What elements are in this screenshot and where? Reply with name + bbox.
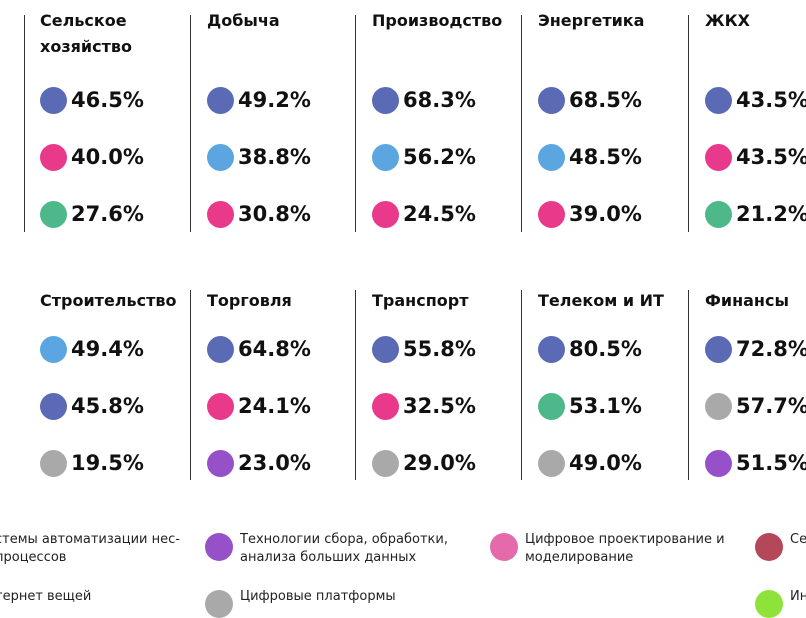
- sector-title: Энергетика: [538, 11, 645, 30]
- legend-label: Се би: [790, 532, 806, 547]
- column-separator: [355, 15, 356, 232]
- legend-label: стемы автоматизации нес-процессов: [0, 532, 180, 565]
- percent-value: 53.1%: [569, 394, 642, 418]
- sector-title: Транспорт: [372, 291, 469, 310]
- color-dot: [40, 87, 67, 114]
- sector-title: Сельское хозяйство: [40, 11, 132, 56]
- column-separator: [521, 290, 522, 480]
- legend-label: тернет вещей: [0, 589, 92, 604]
- percent-value: 49.2%: [238, 88, 311, 112]
- percent-value: 64.8%: [238, 337, 311, 361]
- sector-title: Производство: [372, 11, 503, 30]
- color-dot: [372, 87, 399, 114]
- color-dot: [207, 336, 234, 363]
- legend-label: Технологии сбора, обработки, анализа бол…: [240, 532, 448, 565]
- color-dot: [40, 450, 67, 477]
- column-separator: [688, 290, 689, 480]
- color-dot: [705, 450, 732, 477]
- percent-value: 38.8%: [238, 145, 311, 169]
- color-dot: [40, 144, 67, 171]
- legend-dot: [755, 533, 783, 561]
- column-separator: [521, 15, 522, 232]
- percent-value: 30.8%: [238, 202, 311, 226]
- color-dot: [538, 393, 565, 420]
- color-dot: [538, 450, 565, 477]
- percent-value: 24.5%: [403, 202, 476, 226]
- percent-value: 21.2%: [736, 202, 806, 226]
- percent-value: 56.2%: [403, 145, 476, 169]
- color-dot: [705, 201, 732, 228]
- color-dot: [207, 450, 234, 477]
- percent-value: 68.3%: [403, 88, 476, 112]
- color-dot: [372, 336, 399, 363]
- color-dot: [207, 201, 234, 228]
- legend-dot: [755, 590, 783, 618]
- color-dot: [207, 393, 234, 420]
- color-dot: [538, 201, 565, 228]
- legend-dot: [205, 590, 233, 618]
- sector-title: Добыча: [207, 11, 280, 30]
- sector-title: Торговля: [207, 291, 292, 310]
- color-dot: [705, 336, 732, 363]
- percent-value: 43.5%: [736, 145, 806, 169]
- sector-title: Телеком и ИТ: [538, 291, 664, 310]
- percent-value: 68.5%: [569, 88, 642, 112]
- color-dot: [705, 393, 732, 420]
- color-dot: [40, 201, 67, 228]
- color-dot: [207, 87, 234, 114]
- column-separator: [688, 15, 689, 232]
- column-separator: [24, 15, 25, 232]
- color-dot: [538, 87, 565, 114]
- color-dot: [538, 144, 565, 171]
- percent-value: 49.4%: [71, 337, 144, 361]
- percent-value: 24.1%: [238, 394, 311, 418]
- percent-value: 43.5%: [736, 88, 806, 112]
- color-dot: [705, 87, 732, 114]
- color-dot: [372, 144, 399, 171]
- percent-value: 23.0%: [238, 451, 311, 475]
- legend-dot: [490, 533, 518, 561]
- color-dot: [207, 144, 234, 171]
- legend-dot: [205, 533, 233, 561]
- percent-value: 55.8%: [403, 337, 476, 361]
- percent-value: 80.5%: [569, 337, 642, 361]
- percent-value: 45.8%: [71, 394, 144, 418]
- color-dot: [705, 144, 732, 171]
- percent-value: 39.0%: [569, 202, 642, 226]
- sector-title: Строительство: [40, 291, 177, 310]
- percent-value: 40.0%: [71, 145, 144, 169]
- legend-label: Цифровое проектирование и моделирование: [525, 532, 725, 565]
- column-separator: [190, 15, 191, 232]
- percent-value: 32.5%: [403, 394, 476, 418]
- column-separator: [355, 290, 356, 480]
- column-separator: [190, 290, 191, 480]
- legend-label: Цифровые платформы: [240, 589, 396, 604]
- sector-title: ЖКХ: [705, 11, 750, 30]
- color-dot: [40, 336, 67, 363]
- percent-value: 19.5%: [71, 451, 144, 475]
- color-dot: [538, 336, 565, 363]
- percent-value: 72.8%: [736, 337, 806, 361]
- percent-value: 48.5%: [569, 145, 642, 169]
- color-dot: [372, 393, 399, 420]
- percent-value: 51.5%: [736, 451, 806, 475]
- percent-value: 27.6%: [71, 202, 144, 226]
- percent-value: 57.7%: [736, 394, 806, 418]
- legend-label: Ин: [790, 589, 806, 604]
- color-dot: [40, 393, 67, 420]
- percent-value: 46.5%: [71, 88, 144, 112]
- color-dot: [372, 201, 399, 228]
- percent-value: 49.0%: [569, 451, 642, 475]
- sector-title: Финансы: [705, 291, 789, 310]
- percent-value: 29.0%: [403, 451, 476, 475]
- color-dot: [372, 450, 399, 477]
